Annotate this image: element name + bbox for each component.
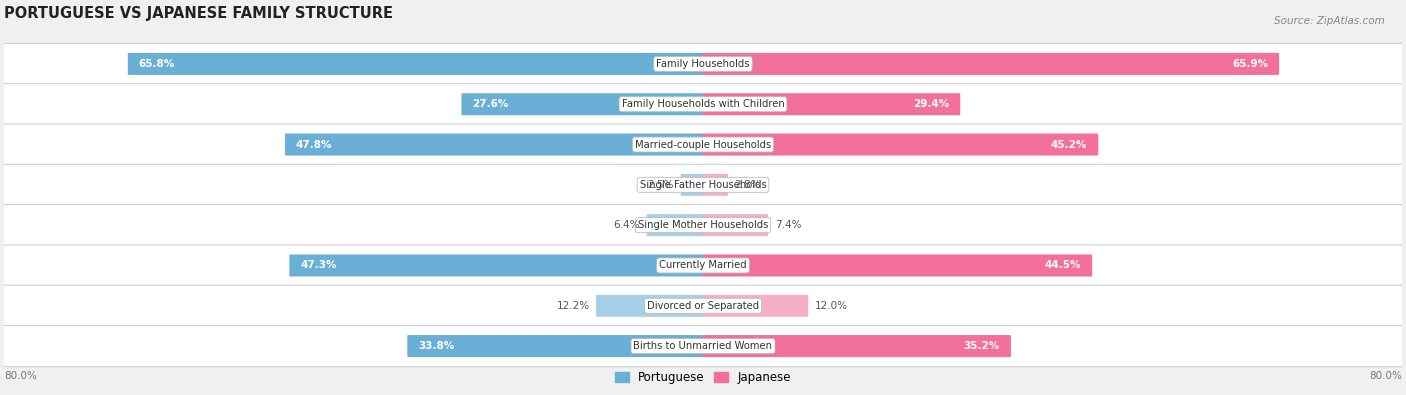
- Text: Family Households: Family Households: [657, 59, 749, 69]
- FancyBboxPatch shape: [703, 134, 1098, 156]
- Text: 47.8%: 47.8%: [295, 139, 332, 150]
- FancyBboxPatch shape: [3, 285, 1403, 326]
- Text: Births to Unmarried Women: Births to Unmarried Women: [634, 341, 772, 351]
- FancyBboxPatch shape: [647, 214, 703, 236]
- Text: 65.8%: 65.8%: [139, 59, 174, 69]
- Text: 45.2%: 45.2%: [1050, 139, 1087, 150]
- FancyBboxPatch shape: [703, 214, 768, 236]
- Text: 35.2%: 35.2%: [963, 341, 1000, 351]
- FancyBboxPatch shape: [703, 93, 960, 115]
- FancyBboxPatch shape: [408, 335, 703, 357]
- Text: 12.0%: 12.0%: [815, 301, 848, 311]
- FancyBboxPatch shape: [703, 254, 1092, 276]
- Text: Single Mother Households: Single Mother Households: [638, 220, 768, 230]
- FancyBboxPatch shape: [703, 174, 728, 196]
- FancyBboxPatch shape: [461, 93, 703, 115]
- FancyBboxPatch shape: [3, 84, 1403, 125]
- Text: 33.8%: 33.8%: [418, 341, 454, 351]
- FancyBboxPatch shape: [3, 245, 1403, 286]
- FancyBboxPatch shape: [3, 205, 1403, 246]
- Text: Single Father Households: Single Father Households: [640, 180, 766, 190]
- Text: 12.2%: 12.2%: [557, 301, 589, 311]
- Text: 47.3%: 47.3%: [301, 260, 337, 271]
- FancyBboxPatch shape: [285, 134, 703, 156]
- Text: Family Households with Children: Family Households with Children: [621, 99, 785, 109]
- FancyBboxPatch shape: [703, 335, 1011, 357]
- Text: Currently Married: Currently Married: [659, 260, 747, 271]
- Text: 7.4%: 7.4%: [775, 220, 801, 230]
- FancyBboxPatch shape: [703, 295, 808, 317]
- FancyBboxPatch shape: [3, 43, 1403, 85]
- Text: 2.8%: 2.8%: [734, 180, 761, 190]
- FancyBboxPatch shape: [596, 295, 703, 317]
- FancyBboxPatch shape: [681, 174, 703, 196]
- Text: Source: ZipAtlas.com: Source: ZipAtlas.com: [1274, 16, 1385, 26]
- Legend: Portuguese, Japanese: Portuguese, Japanese: [610, 366, 796, 389]
- Text: 80.0%: 80.0%: [4, 371, 37, 382]
- Text: 27.6%: 27.6%: [472, 99, 509, 109]
- FancyBboxPatch shape: [3, 124, 1403, 165]
- Text: 80.0%: 80.0%: [1369, 371, 1402, 382]
- FancyBboxPatch shape: [3, 164, 1403, 205]
- Text: PORTUGUESE VS JAPANESE FAMILY STRUCTURE: PORTUGUESE VS JAPANESE FAMILY STRUCTURE: [4, 6, 394, 21]
- Text: 65.9%: 65.9%: [1232, 59, 1268, 69]
- Text: 2.5%: 2.5%: [648, 180, 673, 190]
- FancyBboxPatch shape: [128, 53, 703, 75]
- Text: Divorced or Separated: Divorced or Separated: [647, 301, 759, 311]
- FancyBboxPatch shape: [290, 254, 703, 276]
- Text: 44.5%: 44.5%: [1045, 260, 1081, 271]
- Text: Married-couple Households: Married-couple Households: [636, 139, 770, 150]
- FancyBboxPatch shape: [703, 53, 1279, 75]
- Text: 29.4%: 29.4%: [912, 99, 949, 109]
- FancyBboxPatch shape: [3, 325, 1403, 367]
- Text: 6.4%: 6.4%: [613, 220, 640, 230]
